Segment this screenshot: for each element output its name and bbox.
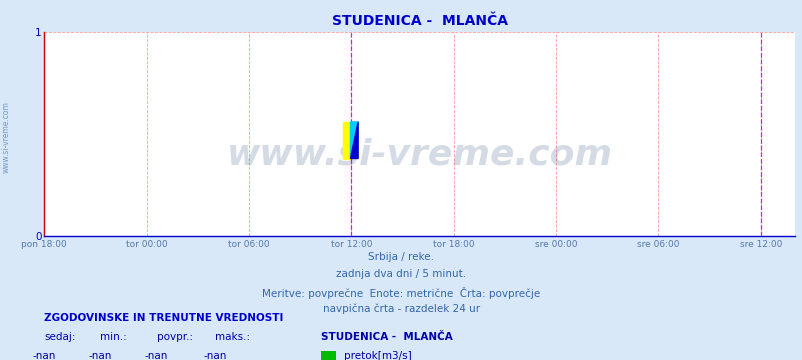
Text: STUDENICA -  MLANČA: STUDENICA - MLANČA [321,332,452,342]
Text: Srbija / reke.: Srbija / reke. [368,252,434,262]
Polygon shape [350,122,358,158]
Text: www.si-vreme.com: www.si-vreme.com [2,101,11,173]
Text: navpična črta - razdelek 24 ur: navpična črta - razdelek 24 ur [322,304,480,314]
Text: maks.:: maks.: [215,332,250,342]
Text: -nan: -nan [203,351,227,360]
Text: povpr.:: povpr.: [156,332,192,342]
Text: Meritve: povprečne  Enote: metrične  Črta: povprečje: Meritve: povprečne Enote: metrične Črta:… [262,287,540,298]
Text: www.si-vreme.com: www.si-vreme.com [226,138,612,171]
Text: sedaj:: sedaj: [44,332,75,342]
Text: zadnja dva dni / 5 minut.: zadnja dva dni / 5 minut. [336,269,466,279]
Text: pretok[m3/s]: pretok[m3/s] [343,351,411,360]
Title: STUDENICA -  MLANČA: STUDENICA - MLANČA [331,14,507,28]
Text: min.:: min.: [100,332,127,342]
Text: -nan: -nan [88,351,112,360]
Text: -nan: -nan [32,351,56,360]
Polygon shape [350,122,358,158]
Bar [342,122,350,158]
Text: -nan: -nan [144,351,168,360]
Text: ZGODOVINSKE IN TRENUTNE VREDNOSTI: ZGODOVINSKE IN TRENUTNE VREDNOSTI [44,313,283,323]
